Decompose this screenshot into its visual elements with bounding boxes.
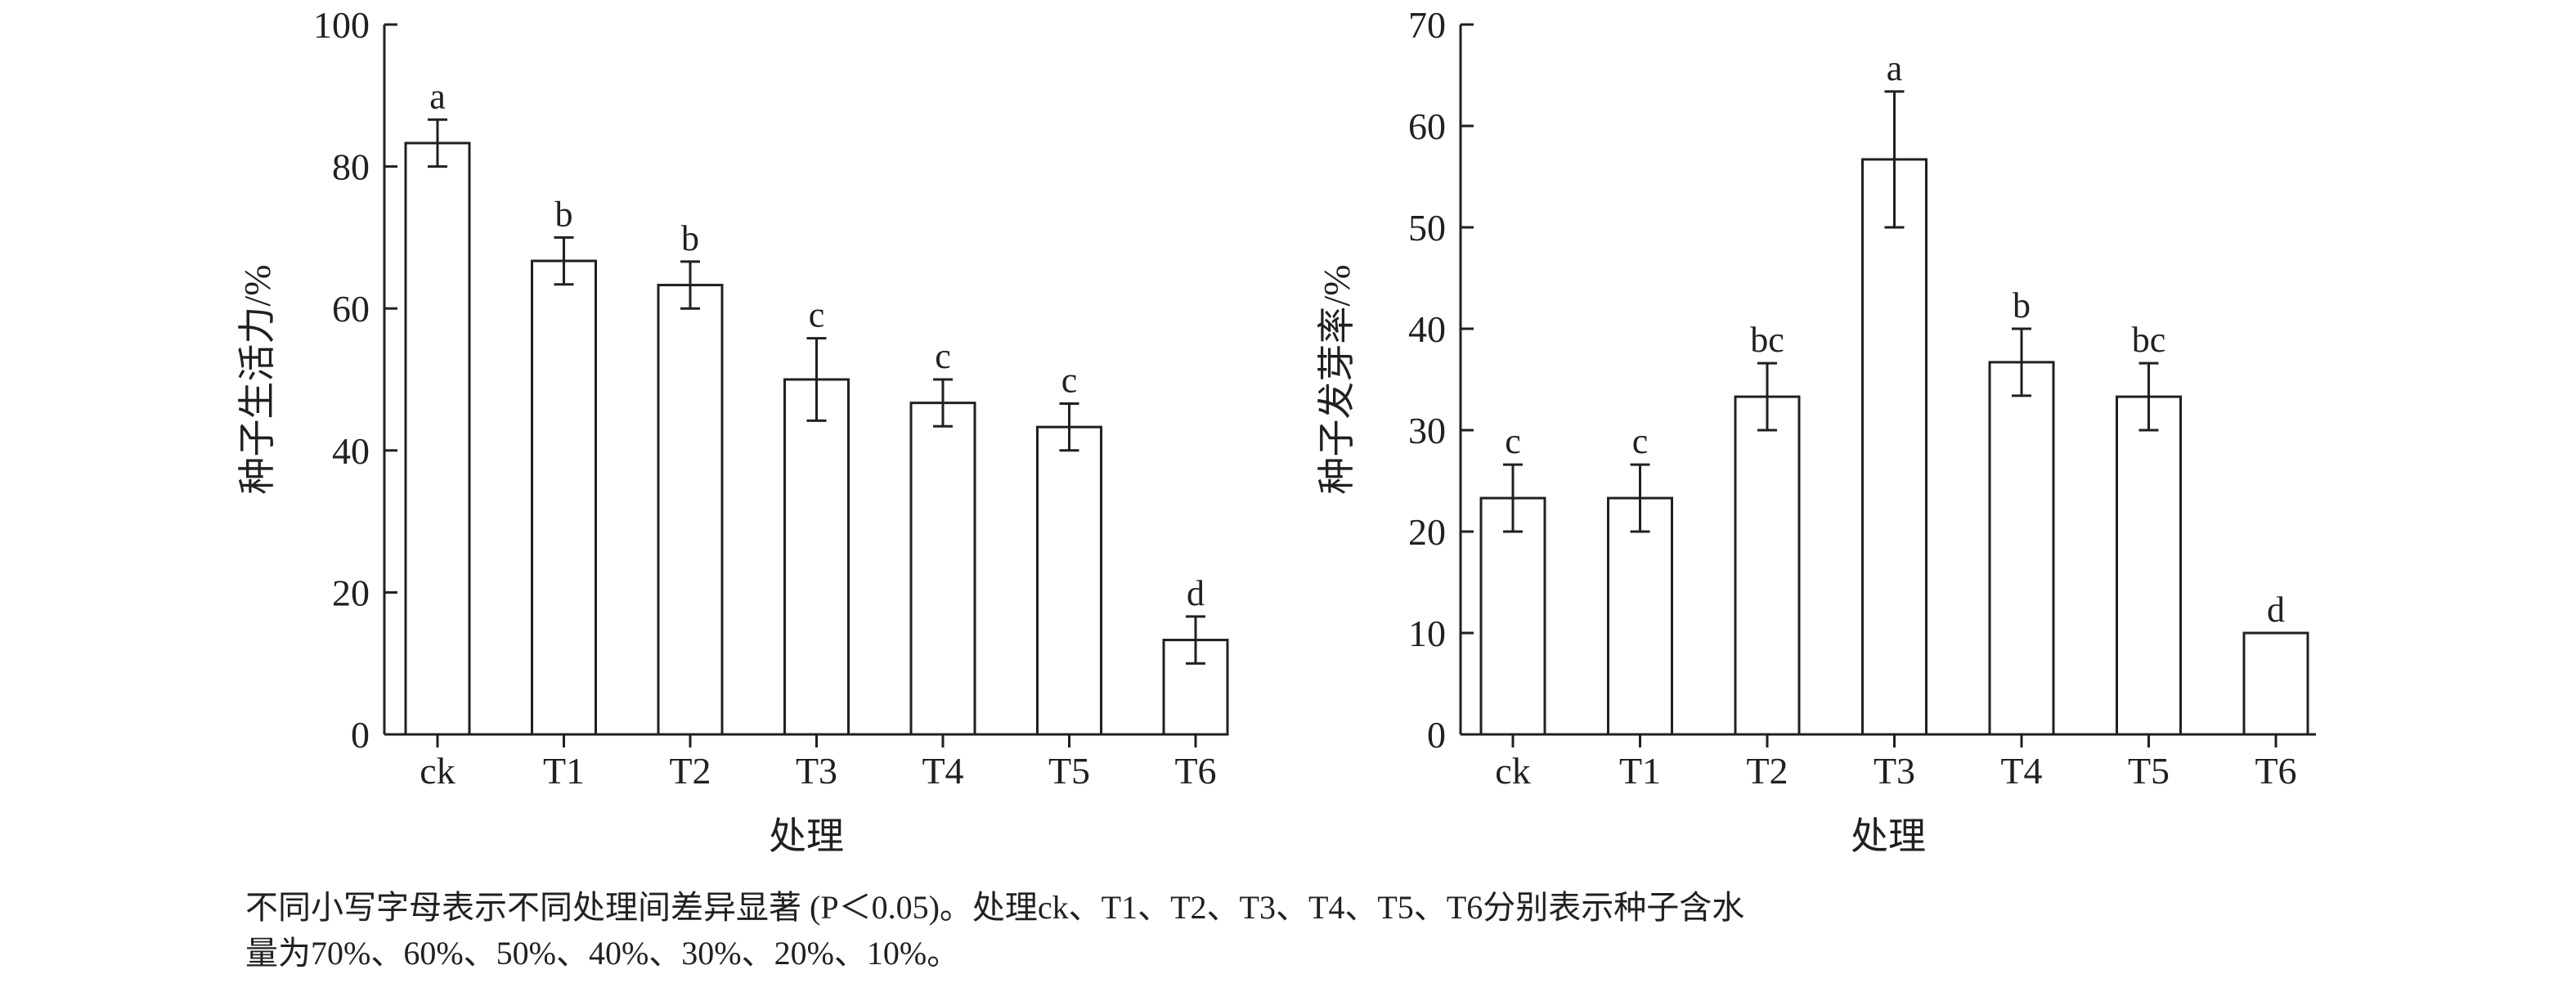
bar: [909, 402, 976, 736]
significance-label: c: [809, 295, 825, 335]
significance-label: d: [1187, 573, 1205, 613]
x-tick-label: T6: [1174, 750, 1216, 792]
x-tick-label: T2: [669, 750, 711, 792]
y-tick-label: 50: [1408, 207, 1446, 249]
significance-label: bc: [1750, 320, 1784, 360]
y-tick-label: 20: [1408, 511, 1446, 553]
bar: [1734, 395, 1801, 736]
bar: [1479, 496, 1546, 736]
x-tick-label: T6: [2255, 750, 2296, 792]
x-tick-label: T4: [2000, 750, 2042, 792]
x-tick-label: T5: [1048, 750, 1090, 792]
bar: [1861, 158, 1928, 736]
bar: [531, 259, 597, 736]
x-tick-label: T3: [796, 750, 837, 792]
y-tick-label: 100: [313, 4, 370, 46]
significance-label: c: [1505, 421, 1521, 461]
caption-line-1: 不同小写字母表示不同处理间差异显著 (P＜0.05)。处理ck、T1、T2、T3…: [245, 889, 1745, 926]
significance-label: c: [935, 336, 951, 376]
significance-label: a: [429, 76, 446, 116]
y-tick-label: 0: [351, 714, 370, 756]
x-tick-label: ck: [420, 750, 455, 792]
bar: [783, 378, 850, 736]
y-axis-title: 种子生活力/%: [236, 264, 278, 494]
caption-line-2: 量为70%、60%、50%、40%、30%、20%、10%。: [245, 935, 960, 972]
y-tick-label: 20: [332, 572, 370, 613]
x-axis-title: 处理: [1851, 815, 1926, 857]
germination-chart: 0 10 20 30 40 50 60 70 c ck c T1 bc T2 a T3 b T4 bc T5 d T6 处理…: [1316, 4, 2316, 857]
significance-label: d: [2267, 590, 2285, 630]
y-tick-label: 70: [1408, 4, 1446, 46]
x-tick-label: T1: [543, 750, 585, 792]
viability-chart: 0 20 40 60 80 100 a ck b T1 b T2 c T3 c T4 c T5 d T6 处理 种子生活力…: [236, 4, 1229, 857]
significance-label: b: [2013, 285, 2031, 325]
bar: [1988, 361, 2055, 736]
y-tick-label: 40: [332, 430, 370, 472]
significance-label: bc: [2132, 320, 2166, 360]
x-axis-title: 处理: [769, 815, 844, 857]
significance-label: b: [555, 194, 573, 234]
bar: [657, 284, 724, 736]
y-axis-title: 种子发芽率/%: [1316, 264, 1358, 494]
x-tick-label: T1: [1619, 750, 1661, 792]
y-tick-label: 80: [332, 146, 370, 188]
y-tick-label: 60: [332, 288, 370, 330]
bar: [2116, 395, 2182, 736]
bar: [1607, 496, 1673, 736]
significance-label: c: [1061, 361, 1078, 401]
bar: [2242, 631, 2309, 736]
y-tick-label: 60: [1408, 105, 1446, 147]
x-tick-label: T3: [1874, 750, 1915, 792]
y-tick-label: 30: [1408, 410, 1446, 451]
bar: [1036, 425, 1102, 736]
significance-label: a: [1887, 48, 1903, 88]
x-tick-label: T4: [922, 750, 963, 792]
x-tick-label: T5: [2128, 750, 2170, 792]
y-tick-label: 0: [1427, 714, 1446, 756]
y-tick-label: 10: [1408, 613, 1446, 654]
significance-label: c: [1632, 421, 1649, 461]
x-tick-label: T2: [1746, 750, 1788, 792]
bar: [404, 141, 471, 736]
y-tick-label: 40: [1408, 308, 1446, 350]
x-tick-label: ck: [1495, 750, 1530, 792]
significance-label: b: [681, 218, 699, 258]
figure-caption: 不同小写字母表示不同处理间差异显著 (P＜0.05)。处理ck、T1、T2、T3…: [245, 885, 2339, 976]
